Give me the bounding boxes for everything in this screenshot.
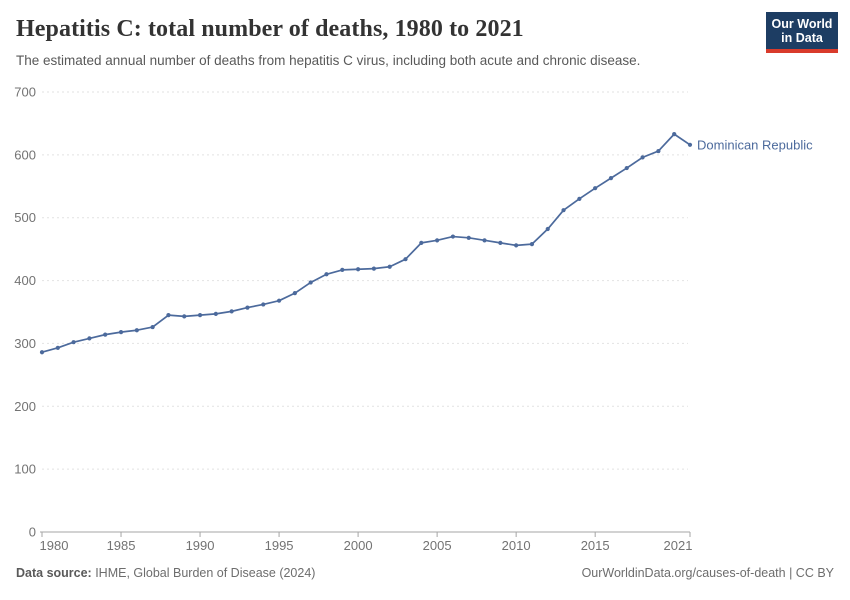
y-tick-label: 700 xyxy=(14,85,36,100)
x-tick-label: 1990 xyxy=(186,538,215,553)
data-point[interactable] xyxy=(55,345,60,350)
data-point[interactable] xyxy=(182,314,187,319)
y-tick-label: 100 xyxy=(14,462,36,477)
data-point[interactable] xyxy=(197,313,203,318)
x-tick-label: 1995 xyxy=(265,538,294,553)
x-tick-label: 2021 xyxy=(664,538,693,553)
x-tick-label: 2000 xyxy=(344,538,373,553)
owid-license-link[interactable]: OurWorldinData.org/causes-of-death | CC … xyxy=(581,566,834,580)
x-tick-label: 1980 xyxy=(40,538,69,553)
data-source-text: IHME, Global Burden of Disease (2024) xyxy=(91,566,316,580)
owid-logo-line1: Our World xyxy=(771,17,833,31)
data-point[interactable] xyxy=(340,267,345,272)
series-line[interactable] xyxy=(41,133,691,354)
y-tick-label: 500 xyxy=(14,210,36,225)
owid-logo-line2: in Data xyxy=(781,31,823,45)
owid-logo[interactable]: Our World in Data xyxy=(766,12,838,53)
data-point[interactable] xyxy=(672,132,677,137)
data-point[interactable] xyxy=(403,257,408,262)
y-tick-label: 400 xyxy=(14,273,36,288)
data-point[interactable] xyxy=(324,272,329,277)
data-point[interactable] xyxy=(292,291,297,296)
x-tick-label: 2015 xyxy=(581,538,610,553)
data-point[interactable] xyxy=(39,350,45,355)
data-point[interactable] xyxy=(213,311,218,316)
y-tick-label: 200 xyxy=(14,399,36,414)
data-point[interactable] xyxy=(577,196,582,201)
data-point[interactable] xyxy=(387,264,392,269)
data-point[interactable] xyxy=(561,208,566,213)
data-point[interactable] xyxy=(529,242,535,247)
chart-footer: Data source: IHME, Global Burden of Dise… xyxy=(16,566,834,580)
data-point[interactable] xyxy=(482,238,487,243)
data-point[interactable] xyxy=(624,165,629,171)
data-point[interactable] xyxy=(593,186,598,191)
series-end-label[interactable]: Dominican Republic xyxy=(697,137,813,152)
data-source: Data source: IHME, Global Burden of Dise… xyxy=(16,566,315,580)
data-point[interactable] xyxy=(466,235,471,240)
data-point[interactable] xyxy=(166,313,171,318)
data-point[interactable] xyxy=(261,302,266,307)
data-point[interactable] xyxy=(118,330,124,335)
data-point[interactable] xyxy=(150,324,155,330)
data-point[interactable] xyxy=(450,234,456,239)
chart-header: Hepatitis C: total number of deaths, 198… xyxy=(16,14,740,69)
y-tick-label: 0 xyxy=(29,525,36,540)
data-point[interactable] xyxy=(608,176,614,181)
page-title: Hepatitis C: total number of deaths, 198… xyxy=(16,16,524,42)
data-point[interactable] xyxy=(276,298,282,303)
data-point[interactable] xyxy=(71,340,76,345)
data-point[interactable] xyxy=(514,243,519,248)
data-point[interactable] xyxy=(545,226,550,232)
data-point[interactable] xyxy=(656,148,661,154)
data-point[interactable] xyxy=(134,328,139,333)
chart-subtitle: The estimated annual number of deaths fr… xyxy=(16,53,641,68)
data-point[interactable] xyxy=(103,332,108,337)
data-point[interactable] xyxy=(371,266,377,271)
data-point[interactable] xyxy=(687,142,693,147)
data-point[interactable] xyxy=(87,336,92,341)
x-tick-label: 2005 xyxy=(423,538,452,553)
data-point[interactable] xyxy=(229,309,234,314)
x-tick-label: 1985 xyxy=(107,538,136,553)
y-tick-label: 600 xyxy=(14,147,36,162)
data-point[interactable] xyxy=(355,267,361,272)
data-point[interactable] xyxy=(640,155,645,160)
data-point[interactable] xyxy=(308,280,313,285)
data-point[interactable] xyxy=(419,240,424,245)
data-point[interactable] xyxy=(435,238,440,243)
y-tick-label: 300 xyxy=(14,336,36,351)
data-source-label: Data source: xyxy=(16,566,92,580)
data-point[interactable] xyxy=(245,305,250,310)
data-point[interactable] xyxy=(498,240,503,245)
x-tick-label: 2010 xyxy=(502,538,531,553)
